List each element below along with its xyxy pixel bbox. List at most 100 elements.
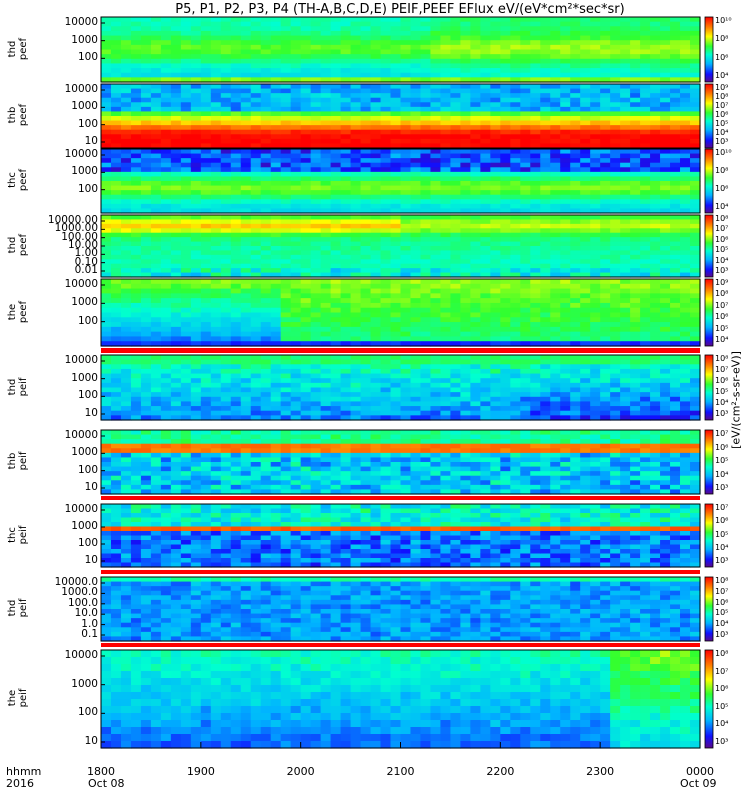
heatmap-cell: [210, 283, 222, 290]
heatmap-cell: [400, 268, 412, 274]
heatmap-cell: [220, 228, 232, 234]
heatmap-cell: [380, 58, 392, 65]
heatmap-cell: [670, 106, 681, 113]
heatmap-cell: [590, 246, 601, 252]
heatmap-cell: [550, 228, 561, 234]
heatmap-cell: [370, 392, 382, 398]
heatmap-cell: [670, 84, 681, 90]
heatmap-cell: [180, 406, 192, 412]
chart-title: P5, P1, P2, P3, P4 (TH-A,B,C,D,E) PEIF,P…: [175, 2, 625, 17]
heatmap-cell: [630, 26, 641, 32]
heatmap-cell: [330, 72, 342, 78]
heatmap-cell: [570, 307, 581, 314]
heatmap-cell: [520, 307, 531, 314]
heatmap-cell: [490, 106, 501, 113]
heatmap-cell: [570, 302, 581, 309]
heatmap-cell: [640, 359, 651, 365]
heatmap-cell: [680, 129, 691, 135]
heatmap-cell: [670, 138, 681, 145]
heatmap-cell: [320, 116, 332, 122]
heatmap-cell: [600, 30, 611, 37]
heatmap-cell: [101, 401, 112, 407]
heatmap-cell: [680, 158, 691, 164]
heatmap-cell: [330, 283, 342, 290]
heatmap-cell: [420, 125, 432, 131]
heatmap-cell: [190, 232, 202, 238]
heatmap-cell: [310, 254, 322, 260]
heatmap-cell: [600, 293, 611, 299]
heatmap-cell: [101, 410, 112, 416]
heatmap-cell: [230, 63, 242, 69]
heatmap-cell: [120, 120, 132, 126]
heatmap-cell: [240, 401, 252, 407]
heatmap-cell: [450, 382, 461, 389]
heatmap-cell: [520, 194, 531, 200]
heatmap-cell: [110, 237, 122, 243]
heatmap-cell: [350, 120, 362, 126]
heatmap-cell: [290, 125, 302, 131]
heatmap-cell: [570, 116, 581, 122]
heatmap-cell: [580, 401, 591, 407]
heatmap-cell: [450, 44, 461, 51]
heatmap-cell: [550, 406, 561, 412]
heatmap-cell: [580, 26, 591, 32]
heatmap-cell: [530, 162, 541, 168]
heatmap-cell: [140, 406, 152, 412]
heatmap-cell: [150, 382, 162, 389]
heatmap-cell: [430, 44, 442, 51]
heatmap-cell: [360, 317, 372, 323]
heatmap-cell: [650, 93, 661, 99]
heatmap-cell: [350, 396, 362, 403]
heatmap-cell: [110, 171, 122, 178]
heatmap-cell: [200, 26, 212, 32]
heatmap-cell: [500, 341, 511, 347]
heatmap-cell: [230, 302, 242, 309]
heatmap-cell: [620, 84, 631, 90]
heatmap-cell: [410, 111, 422, 117]
heatmap-cell: [500, 268, 511, 274]
heatmap-cell: [480, 359, 491, 365]
heatmap-cell: [140, 116, 152, 122]
heatmap-cell: [280, 120, 292, 126]
heatmap-cell: [500, 232, 511, 238]
heatmap-cell: [550, 143, 561, 149]
heatmap-cell: [120, 246, 132, 252]
heatmap-cell: [510, 17, 521, 23]
heatmap-cell: [170, 185, 182, 191]
heatmap-cell: [410, 415, 422, 421]
heatmap-cell: [530, 35, 541, 41]
heatmap-cell: [380, 322, 392, 328]
heatmap-cell: [190, 312, 202, 318]
heatmap-cell: [340, 378, 352, 384]
heatmap-cell: [660, 312, 671, 318]
heatmap-cell: [200, 93, 212, 99]
heatmap-cell: [400, 171, 412, 178]
heatmap-cell: [110, 373, 122, 379]
heatmap-cell: [650, 143, 661, 149]
heatmap-cell: [690, 219, 701, 225]
heatmap-cell: [470, 40, 481, 46]
heatmap-cell: [490, 415, 501, 421]
heatmap-cell: [250, 317, 262, 323]
heatmap-cell: [130, 134, 142, 140]
heatmap-cell: [210, 336, 222, 342]
heatmap-cell: [690, 302, 701, 309]
heatmap-cell: [630, 259, 641, 265]
heatmap-cell: [650, 250, 661, 256]
heatmap-cell: [410, 223, 422, 229]
heatmap-cell: [520, 17, 531, 23]
heatmap-cell: [590, 268, 601, 274]
heatmap-cell: [440, 246, 452, 252]
heatmap-cell: [260, 241, 272, 247]
heatmap-cell: [520, 129, 531, 135]
heatmap-cell: [670, 302, 681, 309]
heatmap-cell: [410, 44, 422, 51]
heatmap-cell: [320, 215, 332, 221]
heatmap-cell: [130, 88, 142, 94]
heatmap-cell: [550, 203, 561, 210]
heatmap-cell: [460, 84, 471, 90]
heatmap-cell: [380, 279, 392, 285]
heatmap-cell: [240, 331, 252, 338]
heatmap-cell: [560, 373, 571, 379]
heatmap-cell: [350, 190, 362, 196]
